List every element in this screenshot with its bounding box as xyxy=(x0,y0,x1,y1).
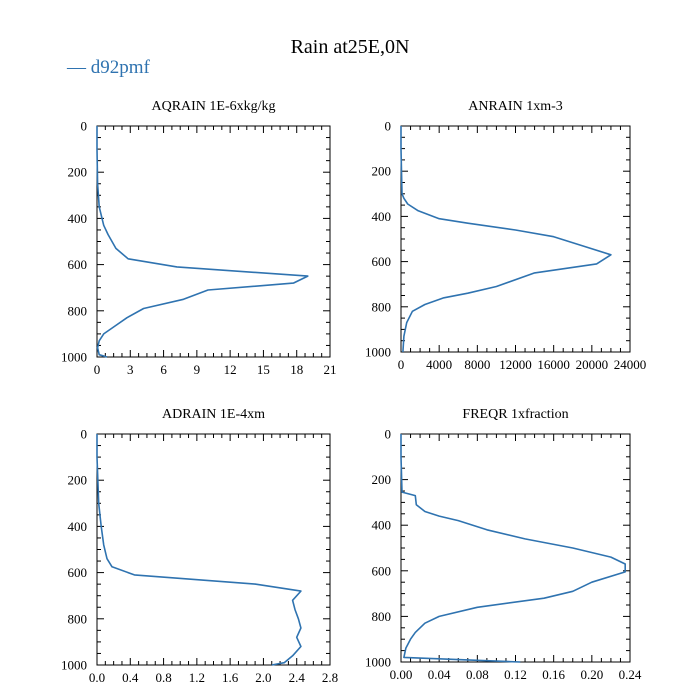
panel-title: ADRAIN 1E-4xm xyxy=(162,407,265,422)
x-tick-label: 0.0 xyxy=(89,670,105,685)
y-tick-label: 600 xyxy=(68,565,88,580)
x-tick-label: 0.20 xyxy=(580,667,603,682)
y-tick-label: 200 xyxy=(372,472,392,487)
x-tick-label: 1.6 xyxy=(222,670,239,685)
y-tick-label: 200 xyxy=(372,164,392,179)
plot-frame xyxy=(96,433,331,666)
x-tick-label: 0 xyxy=(94,362,101,377)
y-tick-label: 400 xyxy=(68,211,88,226)
series-line xyxy=(96,126,309,358)
series-line xyxy=(400,434,627,663)
x-tick-label: 0.4 xyxy=(122,670,139,685)
plot-frame xyxy=(400,125,631,353)
x-tick-label: 18 xyxy=(290,362,303,377)
x-tick-label: 0.8 xyxy=(155,670,171,685)
legend-entry: — d92pmf xyxy=(67,57,150,79)
x-tick-label: 9 xyxy=(194,362,201,377)
series-line xyxy=(400,126,612,353)
x-tick-label: 0.16 xyxy=(542,667,565,682)
y-tick-label: 600 xyxy=(372,563,392,578)
x-tick-label: 24000 xyxy=(614,357,647,372)
x-tick-label: 2.8 xyxy=(322,670,338,685)
y-tick-label: 800 xyxy=(372,299,392,314)
x-tick-label: 4000 xyxy=(426,357,452,372)
y-tick-label: 600 xyxy=(68,257,88,272)
x-tick-label: 21 xyxy=(324,362,337,377)
y-tick-label: 0 xyxy=(385,119,392,134)
x-tick-label: 2.4 xyxy=(289,670,306,685)
x-tick-label: 0.00 xyxy=(390,667,413,682)
y-tick-label: 200 xyxy=(68,473,88,488)
x-tick-label: 0.04 xyxy=(428,667,451,682)
y-tick-label: 0 xyxy=(385,427,392,442)
x-tick-label: 0.12 xyxy=(504,667,527,682)
x-tick-label: 0.24 xyxy=(619,667,642,682)
x-tick-label: 16000 xyxy=(537,357,570,372)
panel-title: AQRAIN 1E-6xkg/kg xyxy=(151,99,275,114)
y-tick-label: 800 xyxy=(68,611,88,626)
y-tick-label: 0 xyxy=(81,427,88,442)
panel-title: ANRAIN 1xm-3 xyxy=(468,99,563,114)
x-tick-label: 6 xyxy=(160,362,167,377)
x-tick-label: 8000 xyxy=(464,357,490,372)
x-tick-label: 20000 xyxy=(576,357,609,372)
chart-main-title: Rain at25E,0N xyxy=(290,36,410,58)
y-tick-label: 400 xyxy=(372,209,392,224)
legend-label: d92pmf xyxy=(90,57,150,78)
plot-frame xyxy=(400,433,631,663)
x-tick-label: 3 xyxy=(127,362,134,377)
panel-title: FREQR 1xfraction xyxy=(462,407,568,422)
y-tick-label: 800 xyxy=(68,303,88,318)
y-tick-label: 1000 xyxy=(365,345,391,360)
y-tick-label: 1000 xyxy=(365,655,391,670)
y-tick-label: 1000 xyxy=(61,658,87,673)
y-tick-label: 400 xyxy=(372,518,392,533)
x-tick-label: 0.08 xyxy=(466,667,489,682)
series-line xyxy=(96,434,302,666)
y-tick-label: 200 xyxy=(68,165,88,180)
x-tick-label: 2.0 xyxy=(255,670,271,685)
y-tick-label: 400 xyxy=(68,519,88,534)
plot-frame xyxy=(96,125,331,358)
x-tick-label: 15 xyxy=(257,362,270,377)
x-tick-label: 1.2 xyxy=(189,670,205,685)
legend-line-marker: — xyxy=(67,57,86,78)
x-tick-label: 12 xyxy=(224,362,237,377)
y-tick-label: 800 xyxy=(372,609,392,624)
y-tick-label: 1000 xyxy=(61,350,87,365)
x-tick-label: 0 xyxy=(398,357,405,372)
x-tick-label: 12000 xyxy=(499,357,532,372)
y-tick-label: 0 xyxy=(81,119,88,134)
y-tick-label: 600 xyxy=(372,254,392,269)
